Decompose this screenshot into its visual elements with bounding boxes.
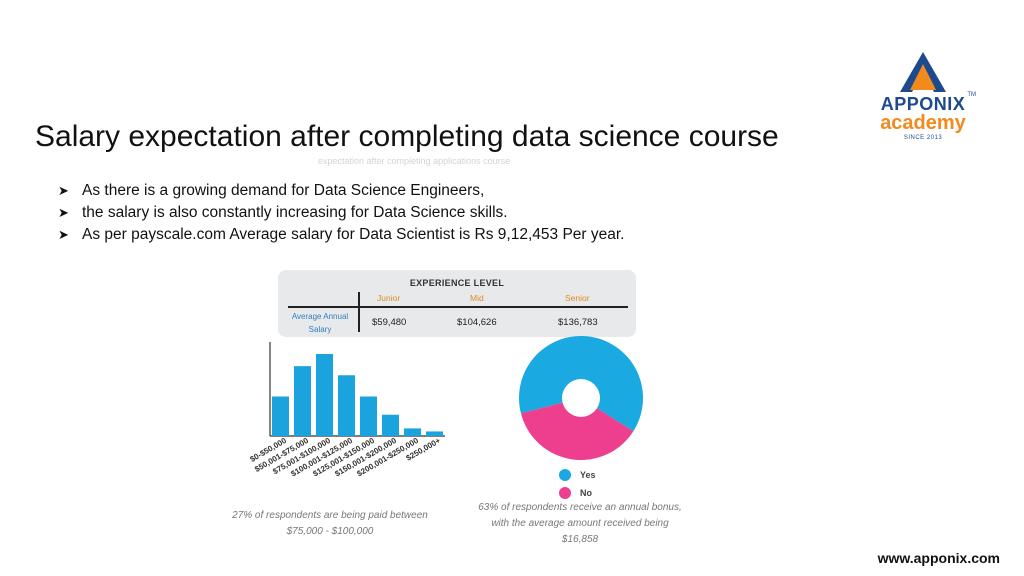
experience-header: EXPERIENCE LEVEL [409, 278, 505, 288]
legend-swatch [559, 487, 571, 499]
bar [382, 414, 399, 436]
bar-caption: 27% of respondents are being paid betwee… [232, 510, 428, 537]
row-label: Average Annual Salary [291, 312, 349, 334]
bar [426, 431, 443, 436]
footer-url[interactable]: www.apponix.com [877, 550, 1000, 566]
level-junior: Junior [377, 293, 401, 303]
logo-brand: APPONIX [880, 94, 966, 114]
pie-slice-no [520, 398, 634, 460]
logo-sub: academy [880, 112, 966, 134]
bar [294, 366, 311, 436]
table-divider [288, 306, 628, 308]
arrow-bullet-icon: ➤ [58, 183, 69, 198]
bar [338, 375, 355, 436]
bar [360, 396, 377, 436]
arrow-bullet-icon: ➤ [58, 205, 69, 220]
ghost-subtitle: expectation after completing application… [318, 156, 511, 166]
bullet-text: the salary is also constantly increasing… [82, 204, 508, 221]
legend-item-no: No [559, 484, 596, 502]
logo-trademark: TM [967, 92, 976, 98]
pie-legend: Yes No [559, 466, 596, 502]
experience-table: EXPERIENCE LEVEL Junior Mid Senior Avera… [278, 270, 636, 337]
bar [272, 396, 289, 436]
bar [404, 428, 421, 436]
apponix-logo: APPONIX TM academy SINCE 2013 [868, 50, 978, 150]
pie-caption: 63% of respondents receive an annual bon… [478, 502, 682, 545]
level-mid: Mid [470, 293, 484, 303]
logo-mark-icon [900, 52, 946, 92]
legend-item-yes: Yes [559, 466, 596, 484]
bullet-item: ➤ the salary is also constantly increasi… [58, 202, 624, 224]
bullet-text: As per payscale.com Average salary for D… [82, 226, 625, 243]
arrow-bullet-icon: ➤ [58, 227, 69, 242]
slide-title: Salary expectation after completing data… [35, 120, 779, 153]
bullet-item: ➤ As there is a growing demand for Data … [58, 180, 624, 202]
value-mid: $104,626 [457, 317, 497, 328]
table-divider [358, 292, 360, 332]
logo-since: SINCE 2013 [903, 135, 943, 141]
donut-hole [562, 379, 600, 417]
bar [316, 354, 333, 436]
value-junior: $59,480 [372, 317, 407, 328]
bullet-text: As there is a growing demand for Data Sc… [82, 182, 485, 199]
value-senior: $136,783 [558, 317, 598, 328]
legend-swatch [559, 469, 571, 481]
salary-bar-chart: $0-$50,000$50,001-$75,000$75,001-$100,00… [248, 342, 445, 478]
level-senior: Senior [565, 293, 590, 303]
bullet-list: ➤ As there is a growing demand for Data … [58, 180, 624, 246]
bullet-item: ➤ As per payscale.com Average salary for… [58, 224, 624, 246]
bonus-pie-chart [519, 335, 643, 460]
